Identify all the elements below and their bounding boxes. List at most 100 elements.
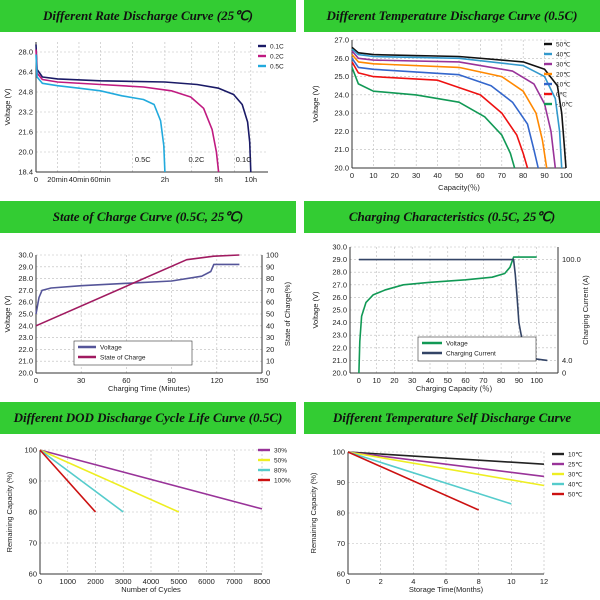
y-tick-label: 28.0	[18, 48, 33, 57]
x-tick-label: 20	[391, 171, 399, 180]
x-tick-label: 60	[122, 376, 130, 385]
y-tick-label: 80	[29, 508, 37, 517]
y-axis-label-right: Charging Current (A)	[581, 275, 590, 345]
y-right-tick-label: 4.0	[562, 356, 572, 365]
y-tick-label: 100	[24, 446, 37, 455]
y-tick-label: 23.0	[332, 331, 347, 340]
panel-title: State of Charge Curve (0.5C, 25℃)	[52, 209, 244, 224]
x-tick-label: 50	[444, 376, 452, 385]
legend-label: 10℃	[568, 452, 583, 459]
y-tick-label: 23.0	[18, 333, 33, 342]
y-tick-label: 21.0	[334, 145, 349, 154]
legend-label: 30%	[274, 448, 287, 455]
x-tick-label: 80	[519, 171, 527, 180]
y-tick-label: 100	[332, 448, 345, 457]
legend-label: 25℃	[568, 462, 583, 469]
panel-title: Different DOD Discharge Cycle Life Curve…	[13, 410, 283, 425]
series-line	[39, 449, 124, 513]
state-of-charge-panel: State of Charge Curve (0.5C, 25℃) 0 30 60 9…	[0, 201, 296, 397]
y-right-tick-label: 10	[266, 357, 274, 366]
x-axis-label: Capacity(％)	[438, 183, 480, 192]
y-tick-label: 30.0	[332, 243, 347, 252]
x-tick-label: 40	[426, 376, 434, 385]
x-tick-label: 60min	[90, 175, 110, 184]
x-tick-label: 6	[444, 577, 448, 586]
legend-label: 40℃	[556, 52, 571, 59]
series-line	[351, 54, 548, 169]
panel-title: Different Rate Discharge Curve (25℃)	[42, 8, 254, 23]
panel-title: Charging Characteristics (0.5C, 25℃)	[348, 209, 556, 224]
series-line	[347, 451, 480, 511]
y-tick-label: 70	[337, 539, 345, 548]
y-tick-label: 26.0	[332, 293, 347, 302]
legend-label: 0.2C	[270, 54, 284, 61]
y-tick-label: 24.0	[332, 318, 347, 327]
series-end-label: 0.2C	[189, 155, 205, 164]
y-tick-label: 20.0	[18, 369, 33, 378]
self-discharge-panel: Different Temperature Self Discharge Cur…	[304, 402, 600, 598]
series-line	[347, 451, 512, 505]
y-axis-label: Voltage (V)	[3, 88, 12, 126]
y-tick-label: 28.0	[332, 268, 347, 277]
y-tick-label: 26.0	[334, 54, 349, 63]
y-right-tick-label: 100	[266, 251, 279, 260]
y-tick-label: 25.0	[18, 310, 33, 319]
y-tick-label: 21.6	[18, 128, 33, 137]
series-line	[351, 61, 529, 169]
charging-characteristics-chart: 0 10 20 30 40 50 60 70 80 90 100 20.0 21.0 22.0 23.0 24…	[311, 243, 590, 394]
legend-label: Voltage	[446, 341, 468, 348]
series-line	[351, 67, 516, 169]
panel-banner	[0, 201, 296, 233]
legend-label: 30℃	[568, 472, 583, 479]
x-tick-label: 5h	[214, 175, 222, 184]
self-discharge-chart: 0 2 4 6 8 10 12 60 70 80 90 100 Remaining Capacity (…	[309, 448, 583, 595]
x-tick-label: 3000	[115, 577, 132, 586]
y-axis-label: Remaining Capacity (%)	[309, 472, 318, 553]
series-line	[347, 451, 545, 478]
y-tick-label: 60	[29, 570, 37, 579]
series-line	[35, 254, 240, 327]
series-line	[35, 263, 240, 315]
y-right-tick-label: 80	[266, 274, 274, 283]
x-tick-label: 30	[408, 376, 416, 385]
y-axis-label: Voltage (V)	[311, 85, 320, 123]
x-tick-label: 5000	[170, 577, 187, 586]
y-tick-label: 30.0	[18, 251, 33, 260]
series-line	[39, 449, 97, 513]
x-tick-label: 0	[346, 577, 350, 586]
x-tick-label: 90	[167, 376, 175, 385]
series-line	[347, 451, 545, 487]
series-line	[351, 48, 563, 169]
x-axis-label: Number of Cycles	[121, 585, 181, 594]
y-tick-label: 25.0	[332, 306, 347, 315]
y-right-tick-label: 90	[266, 262, 274, 271]
y-tick-label: 24.0	[18, 321, 33, 330]
series-line	[35, 44, 252, 173]
y-tick-label: 26.4	[18, 68, 33, 77]
series-line	[347, 451, 545, 465]
temperature-discharge-chart: 0 10 20 30 40 50 60 70 80 90 100 20.0 21.0 22.0 23.0 24…	[311, 36, 573, 193]
x-axis-label: Storage Time(Months)	[409, 585, 484, 594]
dod-cycle-life-chart: 0 1000 2000 3000 4000 5000 6000 7000 8000 60 70 80 9…	[5, 446, 291, 595]
y-right-tick-label: 60	[266, 298, 274, 307]
series-end-label: 0.5C	[135, 155, 151, 164]
x-tick-label: 0	[38, 577, 42, 586]
y-tick-label: 80	[337, 509, 345, 518]
panel-banner	[0, 0, 296, 32]
x-tick-label: 10	[507, 577, 515, 586]
y-tick-label: 90	[29, 477, 37, 486]
y-tick-label: 29.0	[18, 262, 33, 271]
y-tick-label: 22.0	[334, 127, 349, 136]
y-tick-label: 23.0	[334, 109, 349, 118]
x-tick-label: 60	[461, 376, 469, 385]
y-tick-label: 27.0	[332, 280, 347, 289]
y-tick-label: 70	[29, 539, 37, 548]
series-line	[351, 57, 539, 169]
x-tick-label: 10	[369, 171, 377, 180]
y-tick-label: 20.0	[18, 148, 33, 157]
y-right-tick-label: 0	[266, 369, 270, 378]
dod-cycle-life-panel: Different DOD Discharge Cycle Life Curve…	[0, 402, 296, 598]
legend-box	[73, 340, 193, 366]
charging-characteristics-panel: Charging Characteristics (0.5C, 25℃) 0 10…	[304, 201, 600, 397]
series-line	[39, 449, 180, 513]
